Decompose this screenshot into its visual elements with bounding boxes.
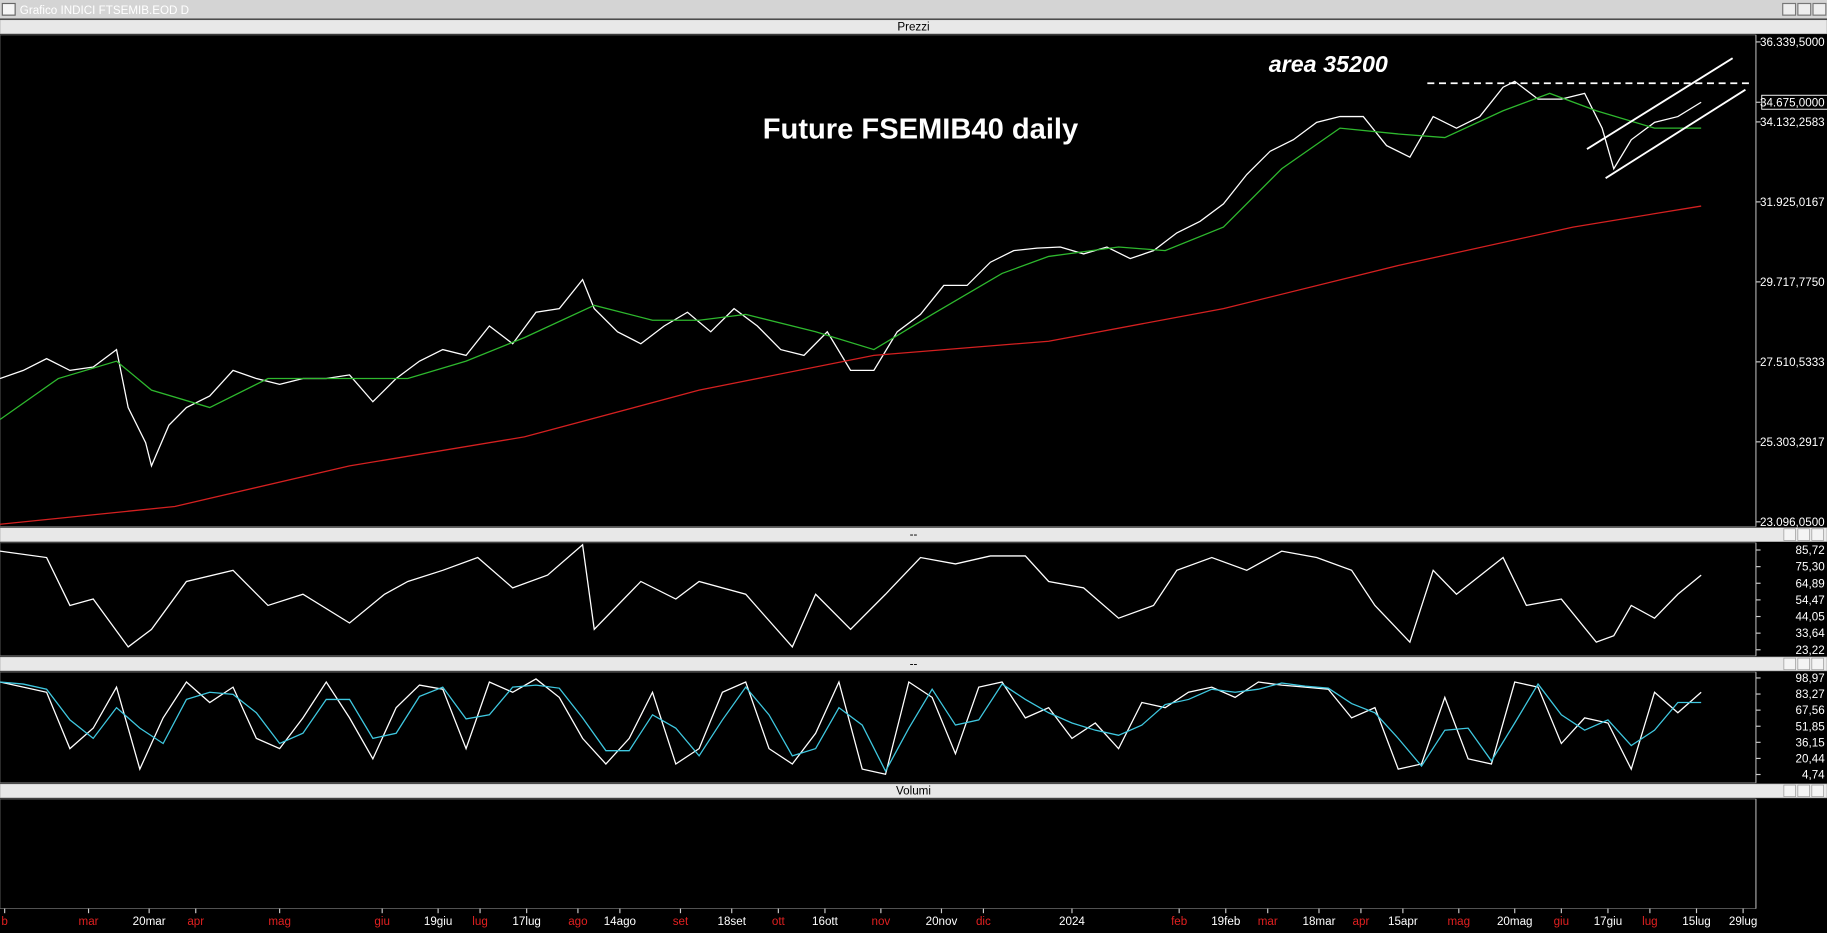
y-tick-label: 67,56 <box>1796 704 1825 717</box>
panel-button[interactable] <box>1797 657 1810 671</box>
y-tick-label: 29.717,7750 <box>1760 276 1825 289</box>
x-tick-label: 20nov <box>926 915 958 928</box>
trend-line <box>1586 57 1734 150</box>
x-tick-label: feb <box>1171 915 1187 928</box>
x-tick-label: 19giu <box>424 915 452 928</box>
chart-layer: Prezzi 36.339,5000 34.675,0000 34.132,2583 3… <box>0 19 1827 928</box>
series-line <box>0 543 1702 649</box>
y-tick-label: 83,27 <box>1796 688 1825 701</box>
x-tick-label: mag <box>1447 915 1470 928</box>
trend-line <box>1605 88 1746 179</box>
panel-button[interactable] <box>1811 528 1824 541</box>
y-tick-label: 36.339,5000 <box>1760 36 1825 49</box>
panel-button[interactable] <box>1811 657 1824 671</box>
x-tick-label: set <box>673 915 689 928</box>
x-tick-label: apr <box>187 915 204 928</box>
panel-title: -- <box>910 657 918 670</box>
y-tick-label: 33,64 <box>1796 627 1826 640</box>
x-tick-label: 2024 <box>1059 915 1085 928</box>
y-tick-label: 27.510,5333 <box>1760 356 1825 369</box>
x-tick-label: 20mag <box>1497 915 1533 928</box>
panel-header <box>0 783 1827 799</box>
x-tick-label: 14ago <box>604 915 636 928</box>
y-tick-label: 34.132,2583 <box>1760 116 1825 129</box>
panel-button[interactable] <box>1797 784 1810 798</box>
panel-title: -- <box>910 528 918 541</box>
panel-button[interactable] <box>1783 528 1796 541</box>
x-tick-label: 16ott <box>812 915 839 928</box>
series-line <box>0 92 1702 421</box>
maximize-button[interactable] <box>1797 2 1812 16</box>
series-line <box>0 80 1702 468</box>
x-tick-label: b <box>1 915 7 928</box>
x-tick-label: giu <box>1554 915 1570 928</box>
series-line <box>0 205 1702 525</box>
y-tick-label: 85,72 <box>1796 544 1825 557</box>
y-tick-label: 44,05 <box>1796 611 1825 624</box>
last-price-box <box>1761 94 1827 110</box>
x-tick-label: 17lug <box>512 915 540 928</box>
y-tick-label: 25.303,2917 <box>1760 436 1825 449</box>
x-tick-label: 15lug <box>1682 915 1710 928</box>
y-tick-label: 51,85 <box>1796 720 1825 733</box>
y-tick-label: 23,22 <box>1796 644 1825 657</box>
x-tick-label: 29lug <box>1729 915 1757 928</box>
series-line <box>0 678 1702 775</box>
minimize-button[interactable] <box>1782 2 1797 16</box>
panel-title: Volumi <box>896 784 931 797</box>
y-tick-label: 20,44 <box>1796 752 1826 765</box>
x-tick-label: 19feb <box>1211 915 1240 928</box>
title-bar <box>0 0 1827 19</box>
x-tick-label: 18set <box>718 915 747 928</box>
x-tick-label: 18mar <box>1303 915 1336 928</box>
x-tick-label: lug <box>1642 915 1658 928</box>
x-tick-label: ago <box>568 915 587 928</box>
x-tick-label: 20mar <box>133 915 166 928</box>
x-tick-label: mar <box>79 915 99 928</box>
x-tick-label: 15apr <box>1388 915 1418 928</box>
x-tick-label: nov <box>871 915 890 928</box>
y-tick-label: 34.675,0000 <box>1760 96 1825 109</box>
window-icon <box>1 2 16 16</box>
panel-title: Prezzi <box>897 20 929 33</box>
x-tick-label: ott <box>772 915 786 928</box>
y-tick-label: 64,89 <box>1796 577 1825 590</box>
y-tick-label: 4,74 <box>1802 769 1825 782</box>
y-tick-label: 23.096,0500 <box>1760 516 1825 529</box>
y-tick-label: 31.925,0167 <box>1760 196 1825 209</box>
y-tick-label: 98,97 <box>1796 672 1825 685</box>
annotation: area 35200 <box>1269 51 1388 77</box>
y-tick-label: 54,47 <box>1796 594 1825 607</box>
annotation: Future FSEMIB40 daily <box>763 114 1079 146</box>
y-tick-label: 75,30 <box>1796 561 1826 574</box>
series-line <box>0 681 1702 773</box>
x-tick-label: 17giu <box>1594 915 1622 928</box>
close-button[interactable] <box>1812 2 1827 16</box>
panel-header <box>0 19 1827 35</box>
window-title: Grafico INDICI FTSEMIB.EOD D <box>20 4 189 17</box>
x-tick-label: mar <box>1258 915 1278 928</box>
x-tick-label: dic <box>976 915 991 928</box>
panel-button[interactable] <box>1783 657 1796 671</box>
y-tick-label: 36,15 <box>1796 736 1825 749</box>
panel-button[interactable] <box>1783 784 1796 798</box>
panel-header <box>0 656 1827 672</box>
panel-button[interactable] <box>1811 784 1824 798</box>
x-tick-label: giu <box>374 915 390 928</box>
x-tick-label: apr <box>1353 915 1370 928</box>
x-tick-label: mag <box>268 915 291 928</box>
panel-button[interactable] <box>1797 528 1810 541</box>
panel-header <box>0 527 1827 542</box>
x-tick-label: lug <box>472 915 488 928</box>
